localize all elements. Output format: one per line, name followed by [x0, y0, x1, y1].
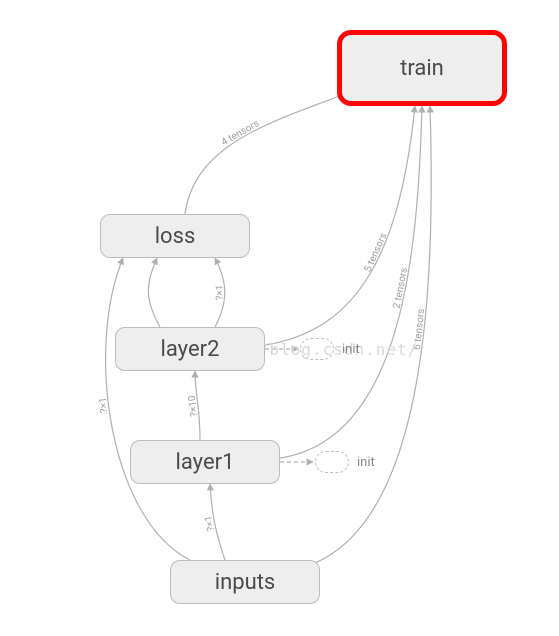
node-layer2[interactable]: layer2 — [115, 327, 265, 371]
edge-loss-to-train — [185, 90, 355, 214]
edge-label: 5 tensors — [363, 231, 390, 273]
node-label: inputs — [215, 570, 276, 595]
node-init2 — [300, 338, 334, 360]
init-label: init — [357, 455, 375, 470]
node-train[interactable]: train — [337, 30, 507, 106]
edge-label: 4 tensors — [220, 118, 262, 148]
node-init1 — [315, 451, 349, 473]
node-label: train — [400, 56, 444, 81]
node-label: loss — [155, 224, 196, 249]
node-layer1[interactable]: layer1 — [130, 440, 280, 484]
node-label: layer2 — [161, 337, 220, 362]
edge-layer2-to-train — [265, 106, 415, 345]
node-label: layer1 — [176, 450, 235, 475]
edge-label: ?×1 — [215, 285, 226, 301]
edge-label: 2 tensors — [392, 267, 411, 310]
edge-label: ?×1 — [98, 397, 111, 414]
node-loss[interactable]: loss — [100, 214, 250, 258]
edge-layer2-to-loss-l — [148, 258, 160, 327]
edge-inputs-to-loss — [106, 258, 190, 560]
init-label: init — [342, 342, 360, 357]
edge-label: ?×1 — [203, 515, 217, 532]
edge-label: ?×10 — [187, 394, 201, 417]
node-inputs[interactable]: inputs — [170, 560, 320, 604]
